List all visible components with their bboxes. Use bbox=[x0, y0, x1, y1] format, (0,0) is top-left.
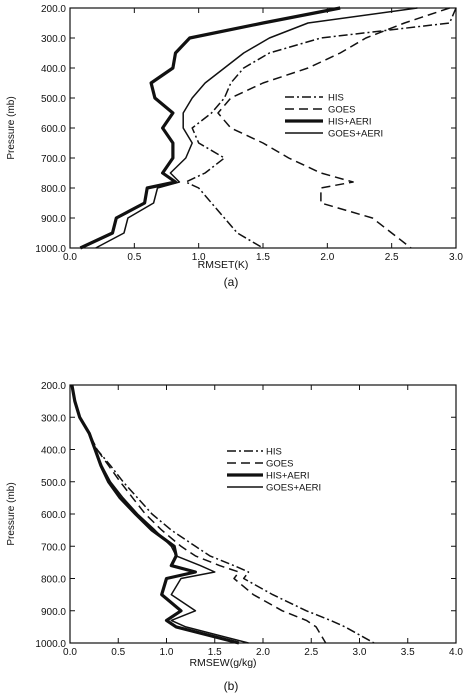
x-tick-label: 2.5 bbox=[304, 647, 318, 658]
y-tick-label: 300.0 bbox=[41, 413, 66, 424]
series-line-his bbox=[71, 384, 375, 644]
y-tick-label: 600.0 bbox=[41, 510, 66, 521]
panel-label: (a) bbox=[224, 275, 239, 289]
y-tick-label: 400.0 bbox=[41, 64, 66, 75]
plot-frame bbox=[69, 384, 457, 644]
x-axis-label: RMSET(K) bbox=[198, 259, 249, 271]
panel-label: (b) bbox=[224, 679, 239, 693]
chart-panel-a: 0.0 0.5 1.0 1.5 2.0 2.5 3.0 200.0 300.0 400.0 500.… bbox=[6, 4, 463, 289]
legend-label: GOES bbox=[266, 459, 293, 470]
y-tick-label: 900.0 bbox=[41, 214, 66, 225]
y-tick-label: 600.0 bbox=[41, 124, 66, 135]
y-tick-label: 500.0 bbox=[41, 478, 66, 489]
y-axis-label: Pressure (mb) bbox=[6, 482, 17, 545]
y-tick-label: 700.0 bbox=[41, 154, 66, 165]
series-line-his-aeri bbox=[70, 384, 240, 645]
legend-label: HIS+AERI bbox=[328, 117, 372, 128]
x-tick-label: 0.5 bbox=[127, 252, 141, 263]
y-tick-label: 1000.0 bbox=[35, 639, 66, 650]
y-tick-label: 900.0 bbox=[41, 607, 66, 618]
x-axis-label: RMSEW(g/kg) bbox=[189, 657, 256, 669]
x-tick-label: 1.0 bbox=[192, 252, 206, 263]
series-line-his-aeri bbox=[79, 6, 341, 250]
x-tick-label: 0.0 bbox=[63, 252, 77, 263]
legend-label: GOES bbox=[328, 105, 355, 116]
x-tick-label: 1.5 bbox=[208, 647, 222, 658]
y-tick-label: 1000.0 bbox=[35, 244, 66, 255]
y-tick-label: 200.0 bbox=[41, 381, 66, 392]
series-line-goes-aeri bbox=[71, 384, 249, 644]
series-line-goes bbox=[71, 384, 327, 644]
legend-label: GOES+AERI bbox=[328, 129, 383, 140]
x-tick-label: 2.0 bbox=[320, 252, 334, 263]
legend-label: HIS bbox=[266, 447, 282, 458]
series-line-his bbox=[185, 7, 457, 249]
legend-label: GOES+AERI bbox=[266, 483, 321, 494]
x-tick-label: 2.5 bbox=[385, 252, 399, 263]
y-tick-label: 700.0 bbox=[41, 542, 66, 553]
y-tick-label: 500.0 bbox=[41, 94, 66, 105]
y-tick-label: 800.0 bbox=[41, 575, 66, 586]
y-tick-label: 200.0 bbox=[41, 4, 66, 15]
series-line-goes bbox=[217, 7, 450, 249]
legend-label: HIS bbox=[328, 93, 344, 104]
x-tick-label: 1.5 bbox=[256, 252, 270, 263]
x-tick-label: 3.0 bbox=[353, 647, 367, 658]
x-tick-label: 0.5 bbox=[111, 647, 125, 658]
x-tick-label: 3.5 bbox=[401, 647, 415, 658]
x-tick-label: 4.0 bbox=[449, 647, 463, 658]
y-axis-label: Pressure (mb) bbox=[6, 96, 17, 159]
legend-label: HIS+AERI bbox=[266, 471, 310, 482]
y-tick-label: 400.0 bbox=[41, 446, 66, 457]
y-tick-label: 800.0 bbox=[41, 184, 66, 195]
x-tick-label: 0.0 bbox=[63, 647, 77, 658]
x-tick-label: 1.0 bbox=[160, 647, 174, 658]
x-tick-label: 2.0 bbox=[256, 647, 270, 658]
x-tick-label: 3.0 bbox=[449, 252, 463, 263]
y-tick-label: 300.0 bbox=[41, 34, 66, 45]
chart-panel-b: 0.0 0.5 1.0 1.5 2.0 2.5 3.0 3.5 4.0 200.0 300.0 400… bbox=[6, 381, 463, 693]
series-line-goes-aeri bbox=[95, 7, 418, 249]
